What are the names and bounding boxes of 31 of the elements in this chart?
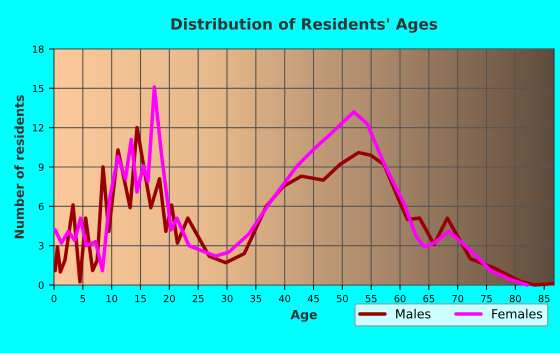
x-tick-label: 10 [106, 294, 118, 302]
x-tick-label: 40 [278, 294, 290, 302]
y-tick-label: 3 [38, 242, 44, 250]
x-tick-label: 55 [366, 295, 377, 302]
y-tick-label: 9 [38, 163, 44, 171]
y-axis-title: Number of residents [14, 95, 24, 238]
x-tick-label: 5 [80, 295, 86, 302]
x-tick-label: 75 [481, 295, 492, 302]
x-tick-label: 65 [423, 294, 434, 302]
x-tick-label: 0 [52, 294, 56, 302]
legend-label: Males [396, 308, 430, 319]
x-tick-label: 45 [308, 295, 319, 302]
x-tick-label: 25 [192, 294, 204, 302]
line-series [53, 85, 530, 287]
x-tick-label: 85 [538, 294, 550, 302]
x-tick-label: 20 [164, 294, 175, 302]
x-tick-label: 80 [510, 294, 521, 302]
y-tick-label: 12 [32, 124, 44, 132]
y-tick-label: 18 [32, 45, 44, 53]
x-tick-label: 60 [394, 294, 406, 302]
x-tick-label: 50 [336, 294, 348, 302]
chart-title: Distribution of Residents' Ages [171, 18, 438, 33]
x-tick-label: 30 [222, 294, 233, 302]
x-tick-label: 35 [250, 294, 262, 302]
x-tick-label: 15 [135, 295, 146, 302]
legend-label: Females [492, 308, 542, 319]
x-axis-title: Age [290, 310, 317, 322]
y-tick-label: 15 [32, 84, 44, 92]
y-tick-label: 6 [38, 202, 44, 210]
x-tick-label: 70 [452, 294, 464, 302]
y-tick-label: 0 [38, 281, 44, 289]
